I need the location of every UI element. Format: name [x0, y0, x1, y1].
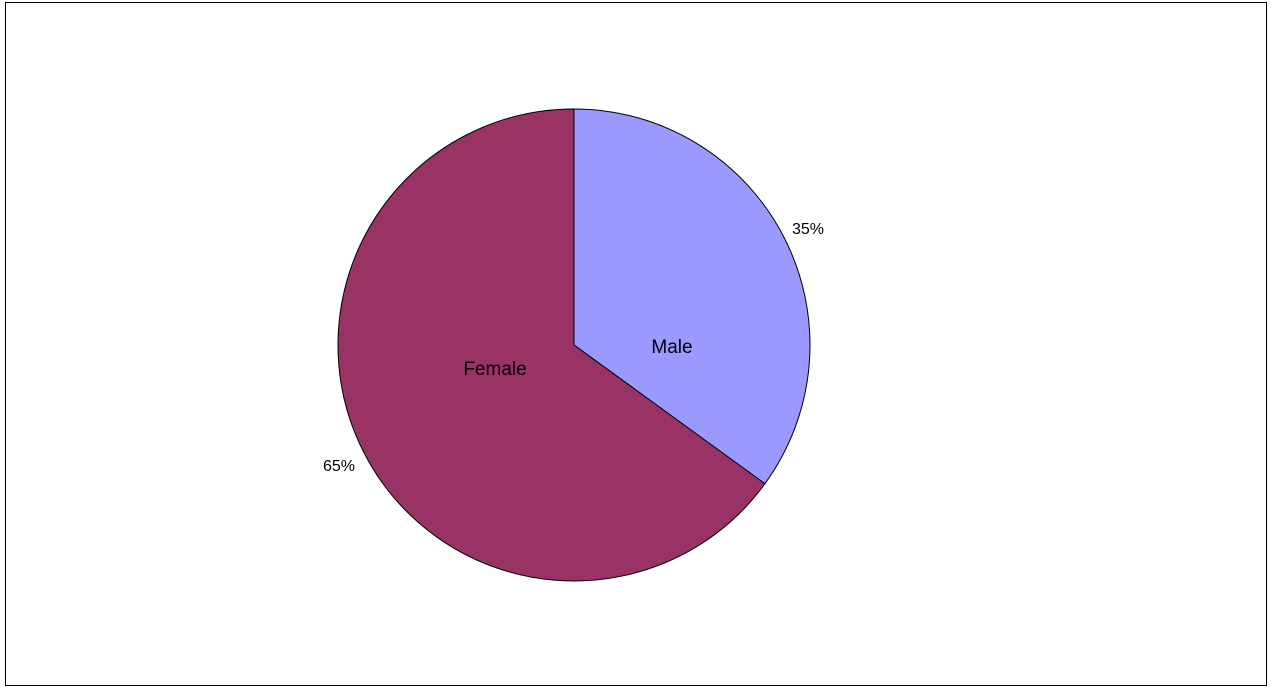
slice-value-label-female: 65% — [323, 458, 355, 475]
pie-labels: Male Female 35% 65% — [323, 221, 824, 475]
slice-label-male: Male — [651, 337, 692, 358]
pie-slice-female — [337, 108, 766, 582]
pie-slice-male — [573, 108, 811, 485]
slice-label-female: Female — [463, 359, 526, 380]
slice-value-label-male: 35% — [792, 221, 824, 238]
pie-slices — [337, 108, 811, 582]
